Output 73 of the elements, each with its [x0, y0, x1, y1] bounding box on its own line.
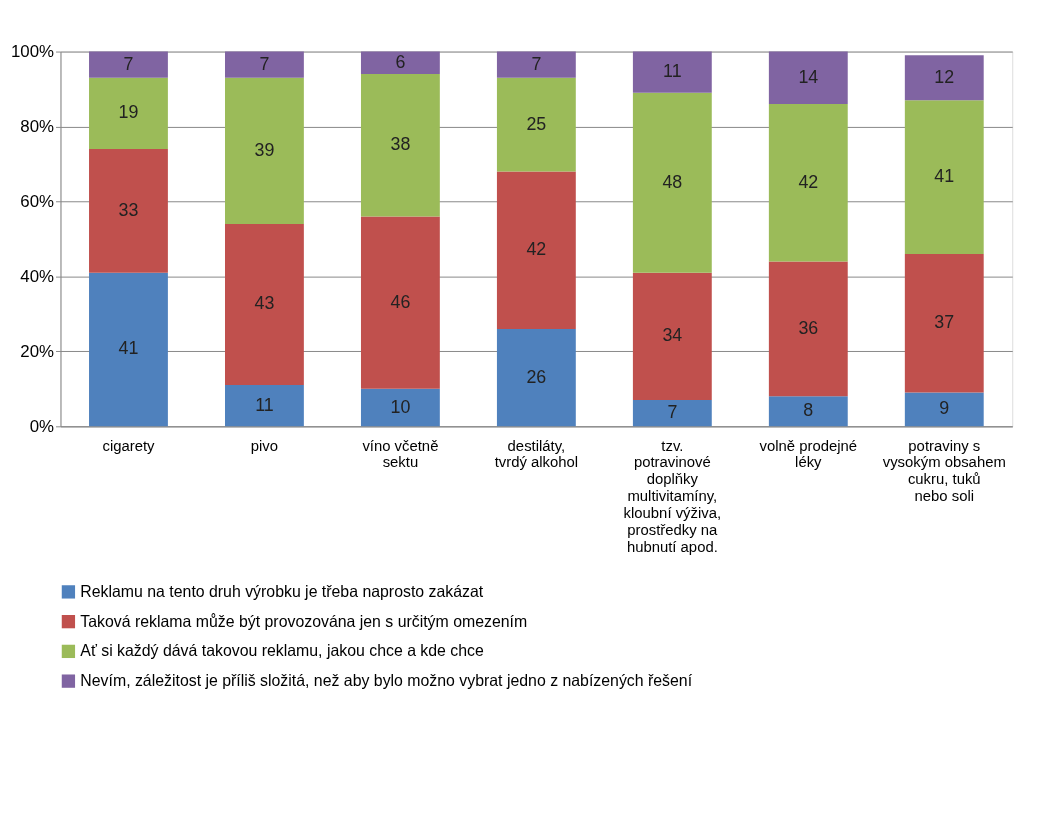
data-label: 36 [798, 317, 819, 338]
data-label: 10 [390, 396, 411, 417]
bar [632, 92, 712, 273]
data-label: 26 [526, 366, 547, 387]
data-label: 7 [259, 53, 270, 74]
bar [496, 171, 576, 329]
bar [225, 223, 304, 386]
bar [89, 51, 168, 78]
data-label: 11 [663, 61, 682, 82]
x-tick-label: destiláty, tvrdý alkohol [494, 437, 579, 471]
bar [225, 385, 304, 427]
legend-label: Nevím, záležitost je příliš složitá, než aby bylo možno vybrat jedno z nabízených řešení [80, 672, 693, 690]
bar [632, 272, 712, 401]
data-label: 33 [118, 199, 139, 220]
bar [225, 51, 304, 78]
bar [89, 77, 168, 149]
x-tick-label: cigarety [102, 437, 156, 454]
bar [89, 149, 168, 273]
data-label: 11 [255, 394, 274, 415]
x-tick-label: potraviny s vysokým obsahem cukru, tuků nebo soli [882, 437, 1006, 505]
x-tick-label: volně prodejné léky [759, 437, 858, 471]
y-tick-label: 40% [20, 266, 55, 286]
bar [360, 74, 440, 217]
data-label: 9 [939, 398, 950, 419]
bar [360, 51, 440, 75]
data-label: 19 [118, 102, 139, 123]
y-tick-label: 0% [29, 416, 55, 436]
data-label: 7 [531, 53, 542, 74]
y-tick-label: 20% [20, 341, 55, 361]
data-label: 39 [254, 139, 275, 160]
data-label: 48 [662, 171, 683, 192]
bar [768, 396, 848, 427]
bar [904, 100, 984, 254]
data-label: 46 [390, 291, 411, 312]
data-label: 7 [123, 53, 134, 74]
bar [89, 272, 168, 427]
bar [632, 51, 712, 93]
data-label: 37 [934, 312, 955, 333]
bar [225, 77, 304, 224]
x-tick-label: pivo [250, 437, 279, 454]
y-tick-label: 60% [20, 191, 55, 211]
bar [768, 51, 848, 105]
data-label: 34 [662, 325, 683, 346]
x-tick-label: víno včetně sektu [362, 437, 439, 471]
bar [496, 328, 576, 427]
data-label: 6 [395, 51, 406, 72]
data-label: 38 [390, 134, 411, 155]
data-label: 25 [526, 113, 547, 134]
bar [360, 216, 440, 389]
x-tick-label: tzv. potravinové doplňky multivitamíny, kloubní výživa, prostředky na hubnutí apod. [623, 437, 722, 555]
bar [496, 51, 576, 78]
bar [632, 400, 712, 427]
bar [904, 55, 984, 101]
data-label: 43 [254, 293, 275, 314]
y-tick-label: 100% [10, 42, 55, 62]
data-label: 14 [798, 66, 819, 87]
bar [904, 253, 984, 393]
bar [768, 261, 848, 397]
data-label: 7 [667, 402, 678, 423]
data-label: 42 [526, 239, 547, 260]
data-label: 12 [934, 66, 955, 87]
data-label: 41 [118, 338, 139, 359]
data-label: 8 [803, 400, 814, 421]
data-label: 42 [798, 171, 819, 192]
bar [360, 388, 440, 427]
bar [904, 392, 984, 427]
legend-label: Reklamu na tento druh výrobku je třeba naprosto zakázat [80, 582, 484, 600]
bar [496, 77, 576, 172]
bar [768, 104, 848, 262]
y-tick-label: 80% [20, 116, 55, 136]
legend-label: Ať si každý dává takovou reklamu, jakou chce a kde chce [80, 642, 485, 660]
data-label: 41 [934, 166, 955, 187]
legend-label: Taková reklama může být provozována jen s určitým omezením [80, 612, 528, 630]
